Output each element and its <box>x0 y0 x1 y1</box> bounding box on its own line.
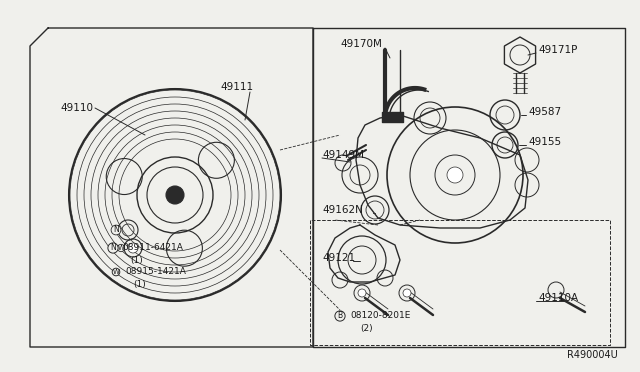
Text: (2): (2) <box>360 324 372 333</box>
Text: 08911-6421A: 08911-6421A <box>122 244 183 253</box>
Text: 49149M: 49149M <box>322 150 364 160</box>
Circle shape <box>403 289 411 297</box>
Circle shape <box>447 167 463 183</box>
Text: 49110A: 49110A <box>538 293 578 303</box>
Text: 49111: 49111 <box>220 82 253 92</box>
Text: (1): (1) <box>130 256 143 264</box>
Circle shape <box>166 186 184 204</box>
Text: N: N <box>110 244 116 253</box>
Text: 49121: 49121 <box>322 253 355 263</box>
Text: 08120-8201E: 08120-8201E <box>350 311 410 321</box>
Text: R490004U: R490004U <box>567 350 618 360</box>
Text: (1): (1) <box>133 279 146 289</box>
Text: 49171P: 49171P <box>538 45 577 55</box>
Text: B: B <box>337 311 342 321</box>
Text: 08915-1421A: 08915-1421A <box>125 267 186 276</box>
Text: W: W <box>118 245 124 251</box>
Text: 49155: 49155 <box>528 137 561 147</box>
Text: N: N <box>113 225 119 234</box>
Circle shape <box>128 243 138 253</box>
Circle shape <box>358 289 366 297</box>
Text: 49110: 49110 <box>60 103 93 113</box>
Text: 49587: 49587 <box>528 107 561 117</box>
Text: 49170M: 49170M <box>340 39 382 49</box>
Text: 49162N: 49162N <box>322 205 363 215</box>
Text: W: W <box>113 269 120 275</box>
